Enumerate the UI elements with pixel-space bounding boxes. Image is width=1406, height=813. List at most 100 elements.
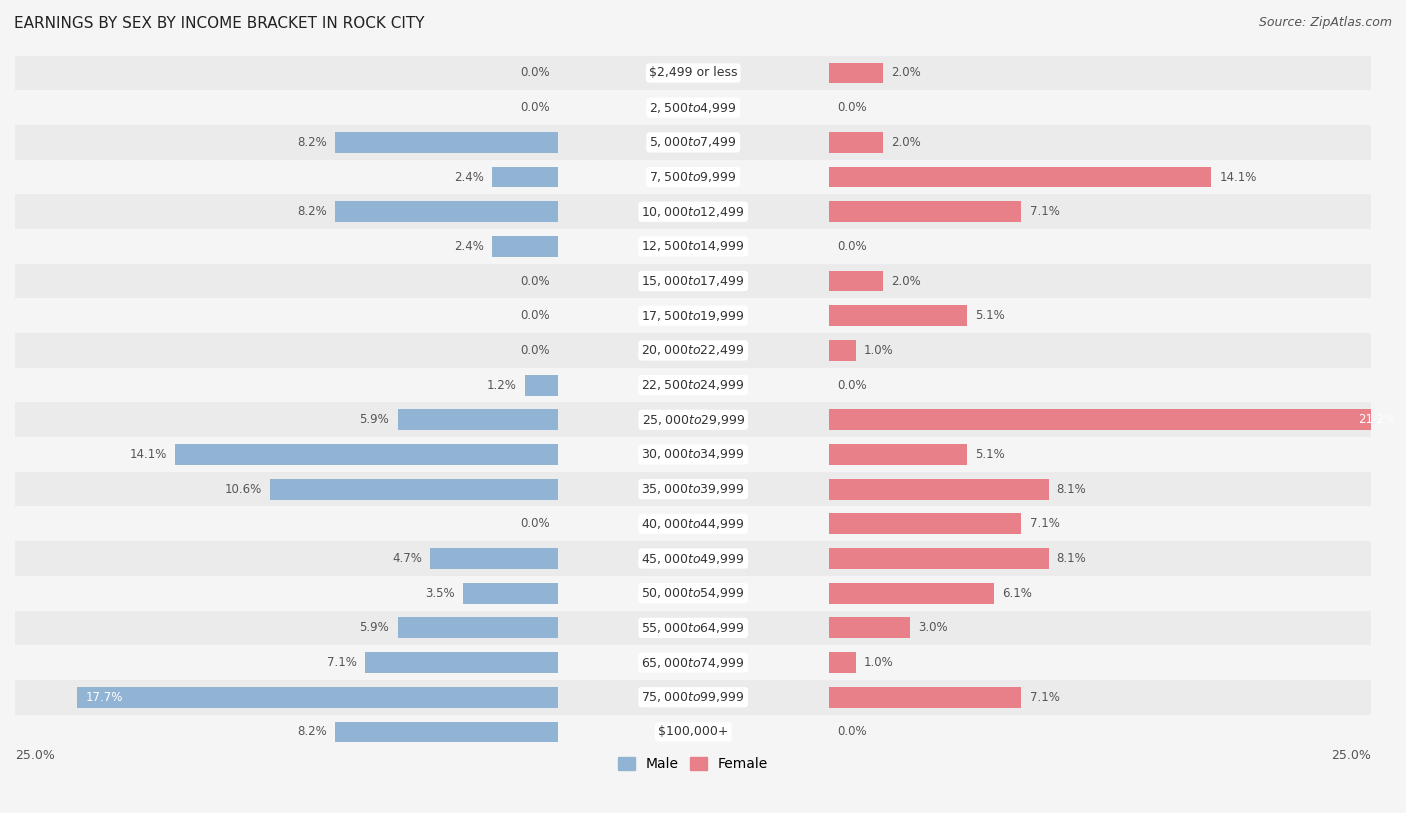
Bar (335, 721, 558, 742)
Bar (15, 298, 1371, 333)
Text: 8.2%: 8.2% (297, 725, 328, 738)
Text: 8.1%: 8.1% (1057, 483, 1087, 496)
Text: 5.9%: 5.9% (360, 621, 389, 634)
Bar (15, 646, 1371, 680)
Bar (828, 514, 1021, 534)
Text: EARNINGS BY SEX BY INCOME BRACKET IN ROCK CITY: EARNINGS BY SEX BY INCOME BRACKET IN ROC… (14, 16, 425, 31)
Text: 0.0%: 0.0% (837, 725, 866, 738)
Text: 14.1%: 14.1% (129, 448, 167, 461)
Bar (463, 583, 558, 603)
Text: 2.0%: 2.0% (891, 136, 921, 149)
Bar (828, 548, 1049, 569)
Bar (828, 583, 994, 603)
Bar (15, 55, 1371, 90)
Bar (15, 437, 1371, 472)
Bar (15, 229, 1371, 263)
Bar (828, 479, 1049, 499)
Text: $12,500 to $14,999: $12,500 to $14,999 (641, 239, 745, 254)
Bar (828, 63, 883, 84)
Text: 8.1%: 8.1% (1057, 552, 1087, 565)
Text: 2.0%: 2.0% (891, 275, 921, 288)
Bar (366, 652, 558, 673)
Text: 0.0%: 0.0% (520, 275, 550, 288)
Bar (15, 194, 1371, 229)
Text: 0.0%: 0.0% (520, 517, 550, 530)
Bar (15, 715, 1371, 750)
Bar (828, 271, 883, 292)
Text: 7.1%: 7.1% (328, 656, 357, 669)
Text: 0.0%: 0.0% (837, 240, 866, 253)
Text: $20,000 to $22,499: $20,000 to $22,499 (641, 343, 745, 358)
Text: Source: ZipAtlas.com: Source: ZipAtlas.com (1258, 16, 1392, 29)
Bar (430, 548, 558, 569)
Text: 0.0%: 0.0% (837, 379, 866, 392)
Bar (524, 375, 558, 395)
Text: $7,500 to $9,999: $7,500 to $9,999 (650, 170, 737, 184)
Text: $55,000 to $64,999: $55,000 to $64,999 (641, 621, 745, 635)
Bar (15, 333, 1371, 367)
Bar (828, 687, 1021, 707)
Bar (77, 687, 558, 707)
Text: $5,000 to $7,499: $5,000 to $7,499 (650, 135, 737, 150)
Bar (15, 159, 1371, 194)
Text: 0.0%: 0.0% (520, 67, 550, 80)
Bar (15, 90, 1371, 125)
Bar (828, 202, 1021, 222)
Bar (15, 125, 1371, 159)
Text: 2.4%: 2.4% (454, 240, 484, 253)
Text: $40,000 to $44,999: $40,000 to $44,999 (641, 517, 745, 531)
Text: 0.0%: 0.0% (520, 344, 550, 357)
Text: 1.0%: 1.0% (865, 344, 894, 357)
Text: $17,500 to $19,999: $17,500 to $19,999 (641, 309, 745, 323)
Bar (828, 306, 967, 326)
Text: 0.0%: 0.0% (520, 309, 550, 322)
Bar (828, 444, 967, 465)
Bar (398, 617, 558, 638)
Text: $35,000 to $39,999: $35,000 to $39,999 (641, 482, 745, 496)
Bar (176, 444, 558, 465)
Text: 3.0%: 3.0% (918, 621, 948, 634)
Bar (828, 617, 910, 638)
Legend: Male, Female: Male, Female (613, 752, 773, 777)
Bar (335, 202, 558, 222)
Text: $100,000+: $100,000+ (658, 725, 728, 738)
Text: $25,000 to $29,999: $25,000 to $29,999 (641, 413, 745, 427)
Text: $45,000 to $49,999: $45,000 to $49,999 (641, 551, 745, 566)
Text: 1.2%: 1.2% (486, 379, 517, 392)
Bar (15, 576, 1371, 611)
Bar (15, 541, 1371, 576)
Bar (270, 479, 558, 499)
Text: $50,000 to $54,999: $50,000 to $54,999 (641, 586, 745, 600)
Text: 25.0%: 25.0% (15, 750, 55, 763)
Text: 2.0%: 2.0% (891, 67, 921, 80)
Text: 1.0%: 1.0% (865, 656, 894, 669)
Text: 7.1%: 7.1% (1029, 691, 1060, 704)
Bar (15, 680, 1371, 715)
Bar (492, 236, 558, 257)
Text: 5.1%: 5.1% (976, 309, 1005, 322)
Text: 7.1%: 7.1% (1029, 517, 1060, 530)
Bar (828, 167, 1212, 188)
Bar (15, 263, 1371, 298)
Text: 2.4%: 2.4% (454, 171, 484, 184)
Text: 14.1%: 14.1% (1219, 171, 1257, 184)
Bar (15, 611, 1371, 646)
Text: $15,000 to $17,499: $15,000 to $17,499 (641, 274, 745, 288)
Text: $2,499 or less: $2,499 or less (650, 67, 737, 80)
Text: $10,000 to $12,499: $10,000 to $12,499 (641, 205, 745, 219)
Text: 4.7%: 4.7% (392, 552, 422, 565)
Text: 3.5%: 3.5% (425, 587, 454, 600)
Text: $75,000 to $99,999: $75,000 to $99,999 (641, 690, 745, 704)
Text: 8.2%: 8.2% (297, 205, 328, 218)
Text: 25.0%: 25.0% (1331, 750, 1371, 763)
Text: 17.7%: 17.7% (86, 691, 122, 704)
Bar (15, 367, 1371, 402)
Bar (828, 132, 883, 153)
Text: 6.1%: 6.1% (1002, 587, 1032, 600)
Bar (398, 410, 558, 430)
Bar (828, 340, 856, 361)
Bar (15, 506, 1371, 541)
Text: 21.2%: 21.2% (1358, 413, 1396, 426)
Text: 10.6%: 10.6% (225, 483, 262, 496)
Text: 0.0%: 0.0% (520, 101, 550, 114)
